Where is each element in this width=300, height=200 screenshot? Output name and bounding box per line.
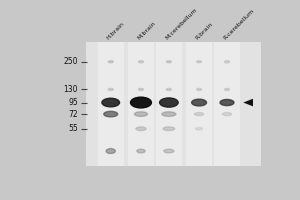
Text: 55: 55 xyxy=(68,124,78,133)
Ellipse shape xyxy=(104,111,118,117)
Ellipse shape xyxy=(106,149,116,154)
Text: 250: 250 xyxy=(64,57,78,66)
Text: 72: 72 xyxy=(69,110,78,119)
Ellipse shape xyxy=(224,88,230,91)
Ellipse shape xyxy=(162,112,176,116)
Text: R.cerebellum: R.cerebellum xyxy=(222,8,255,41)
Bar xyxy=(156,42,182,166)
Ellipse shape xyxy=(137,149,145,153)
Ellipse shape xyxy=(166,88,171,91)
Ellipse shape xyxy=(160,98,178,107)
Bar xyxy=(214,42,240,166)
Bar xyxy=(128,42,154,166)
Bar xyxy=(86,42,261,166)
Polygon shape xyxy=(243,99,253,106)
Ellipse shape xyxy=(222,113,232,116)
Ellipse shape xyxy=(196,127,202,130)
Text: M.brain: M.brain xyxy=(136,21,157,41)
Text: 95: 95 xyxy=(68,98,78,107)
Ellipse shape xyxy=(108,88,113,91)
Ellipse shape xyxy=(102,98,120,107)
Ellipse shape xyxy=(134,112,148,116)
Ellipse shape xyxy=(196,61,202,63)
Ellipse shape xyxy=(194,113,204,116)
Ellipse shape xyxy=(136,127,146,131)
Text: M.cerebellum: M.cerebellum xyxy=(164,7,198,41)
Bar xyxy=(186,42,212,166)
Text: H.brain: H.brain xyxy=(106,21,126,41)
Ellipse shape xyxy=(192,99,206,106)
Bar xyxy=(98,42,124,166)
Ellipse shape xyxy=(196,88,202,91)
Text: R.brain: R.brain xyxy=(194,22,214,41)
Ellipse shape xyxy=(164,149,174,153)
Ellipse shape xyxy=(138,61,143,63)
Ellipse shape xyxy=(130,97,152,108)
Ellipse shape xyxy=(138,88,143,91)
Ellipse shape xyxy=(166,61,171,63)
Ellipse shape xyxy=(220,99,234,106)
Ellipse shape xyxy=(224,61,230,63)
Text: 130: 130 xyxy=(64,85,78,94)
Ellipse shape xyxy=(163,127,175,131)
Ellipse shape xyxy=(108,61,113,63)
